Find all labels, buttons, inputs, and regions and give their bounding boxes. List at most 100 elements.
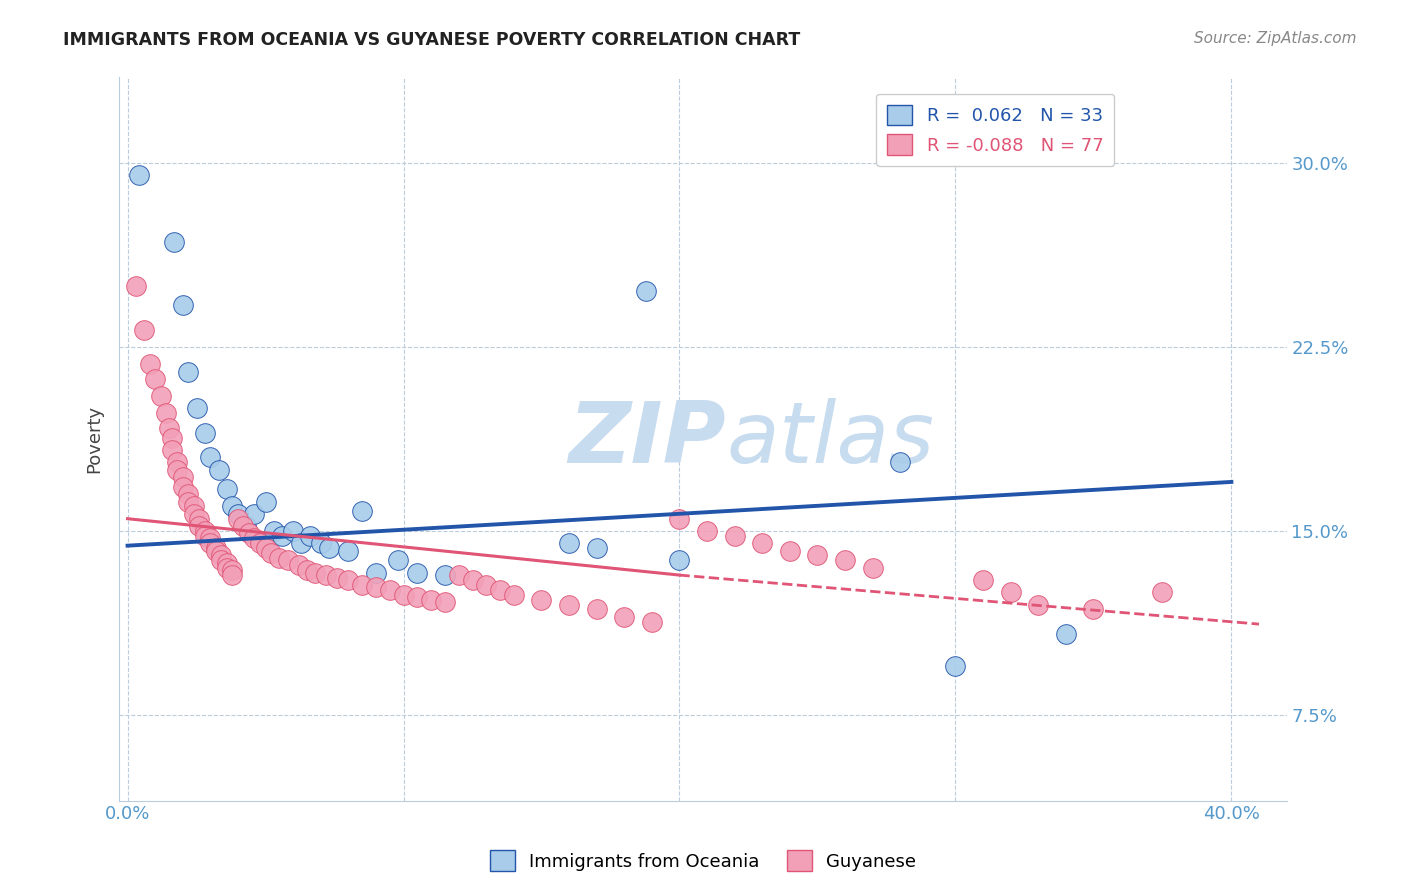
Point — [166, 455, 188, 469]
Y-axis label: Poverty: Poverty — [86, 405, 103, 473]
Point — [461, 573, 484, 587]
Point — [269, 550, 291, 565]
Point — [128, 169, 150, 183]
Point — [160, 431, 183, 445]
Point — [172, 470, 194, 484]
Point — [387, 553, 409, 567]
Point — [177, 487, 200, 501]
Point — [309, 536, 332, 550]
Point — [215, 560, 238, 574]
Point — [315, 568, 337, 582]
Point — [406, 590, 429, 604]
Point — [558, 598, 581, 612]
Point — [326, 570, 349, 584]
Point — [226, 512, 249, 526]
Point — [558, 536, 581, 550]
Point — [364, 566, 387, 580]
Point — [475, 578, 498, 592]
Point — [188, 512, 211, 526]
Text: Source: ZipAtlas.com: Source: ZipAtlas.com — [1194, 31, 1357, 46]
Point — [221, 563, 243, 577]
Point — [172, 480, 194, 494]
Point — [254, 494, 277, 508]
Point — [352, 578, 374, 592]
Point — [249, 536, 271, 550]
Point — [194, 425, 217, 440]
Point — [613, 609, 636, 624]
Point — [290, 536, 312, 550]
Point — [157, 421, 180, 435]
Point — [205, 543, 228, 558]
Point — [636, 284, 658, 298]
Point — [530, 592, 553, 607]
Point — [183, 507, 205, 521]
Point — [177, 494, 200, 508]
Point — [337, 573, 360, 587]
Point — [378, 582, 401, 597]
Point — [209, 549, 232, 563]
Point — [406, 566, 429, 580]
Point — [287, 558, 309, 573]
Point — [138, 357, 160, 371]
Point — [281, 524, 304, 538]
Point — [318, 541, 340, 555]
Text: atlas: atlas — [727, 398, 934, 481]
Point — [166, 463, 188, 477]
Point — [433, 595, 456, 609]
Legend: Immigrants from Oceania, Guyanese: Immigrants from Oceania, Guyanese — [482, 843, 924, 879]
Point — [1026, 598, 1049, 612]
Point — [641, 615, 664, 629]
Point — [163, 235, 186, 249]
Point — [392, 588, 415, 602]
Point — [194, 529, 217, 543]
Point — [585, 602, 607, 616]
Point — [447, 568, 470, 582]
Point — [271, 529, 294, 543]
Point — [215, 483, 238, 497]
Point — [668, 512, 690, 526]
Point — [724, 529, 747, 543]
Point — [235, 519, 257, 533]
Point — [668, 553, 690, 567]
Point — [779, 543, 801, 558]
Point — [143, 372, 166, 386]
Point — [200, 531, 222, 545]
Text: ZIP: ZIP — [568, 398, 727, 481]
Point — [260, 546, 283, 560]
Point — [160, 443, 183, 458]
Point — [226, 507, 249, 521]
Point — [177, 365, 200, 379]
Point — [200, 450, 222, 465]
Point — [1083, 602, 1105, 616]
Point — [243, 531, 266, 545]
Point — [215, 556, 238, 570]
Point — [945, 658, 967, 673]
Point — [125, 278, 148, 293]
Point — [862, 560, 884, 574]
Point — [304, 566, 326, 580]
Point — [200, 536, 222, 550]
Point — [263, 524, 285, 538]
Point — [1152, 585, 1174, 599]
Point — [806, 549, 828, 563]
Point — [489, 582, 512, 597]
Point — [503, 588, 526, 602]
Point — [298, 529, 321, 543]
Text: IMMIGRANTS FROM OCEANIA VS GUYANESE POVERTY CORRELATION CHART: IMMIGRANTS FROM OCEANIA VS GUYANESE POVE… — [63, 31, 800, 49]
Point — [352, 504, 374, 518]
Point — [149, 389, 172, 403]
Point — [207, 463, 229, 477]
Point — [834, 553, 856, 567]
Legend: R =  0.062   N = 33, R = -0.088   N = 77: R = 0.062 N = 33, R = -0.088 N = 77 — [876, 94, 1114, 166]
Point — [243, 507, 266, 521]
Point — [221, 568, 243, 582]
Point — [364, 580, 387, 594]
Point — [132, 323, 155, 337]
Point — [585, 541, 607, 555]
Point — [194, 524, 217, 538]
Point — [155, 406, 177, 420]
Point — [1054, 627, 1077, 641]
Point — [433, 568, 456, 582]
Point — [277, 553, 299, 567]
Point — [1000, 585, 1022, 599]
